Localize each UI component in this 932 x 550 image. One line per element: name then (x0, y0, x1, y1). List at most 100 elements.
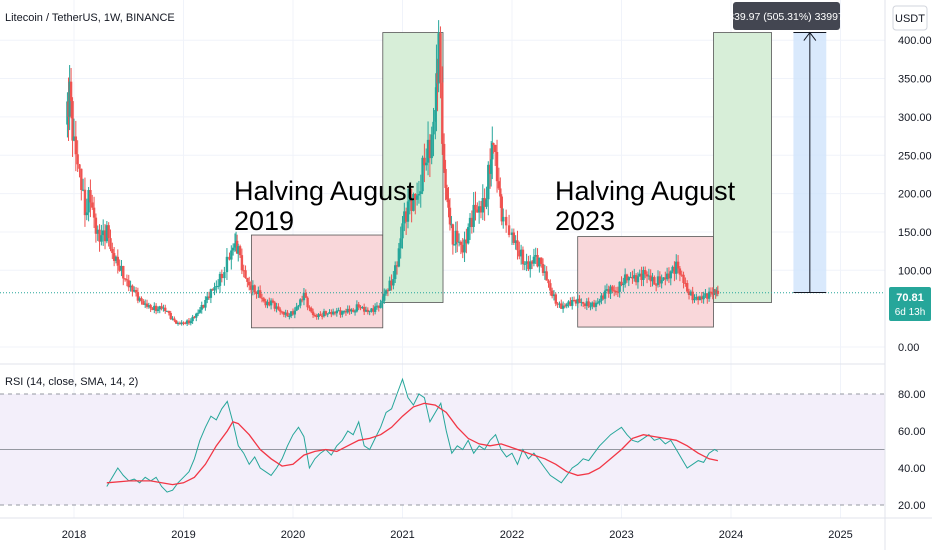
rsi-axis[interactable]: 80.00 60.00 40.00 20.00 (898, 389, 926, 512)
time-tick-label: 2018 (62, 529, 86, 541)
candle-body (337, 310, 340, 312)
candle-body (611, 286, 614, 291)
candle-body (609, 286, 612, 294)
time-axis[interactable]: 2018 2019 2020 2021 2022 2023 2024 2025 (62, 529, 853, 541)
currency-button[interactable] (892, 5, 928, 31)
candle-body (435, 73, 438, 111)
candle-body (631, 277, 634, 279)
candle-body (707, 291, 711, 299)
candle-body (686, 283, 689, 292)
candle-body (591, 302, 594, 307)
candle-body (220, 273, 224, 279)
candle-body (451, 224, 455, 245)
rally-zone-3[interactable] (713, 32, 772, 303)
candle-body (76, 154, 79, 165)
candle-body (364, 309, 368, 312)
candle-body (572, 299, 576, 301)
annotation-2023-line2[interactable]: 2023 (555, 206, 615, 236)
drawdown-zone-2[interactable] (577, 236, 714, 328)
candle-body (698, 296, 702, 301)
candle-body (373, 306, 377, 312)
candle-body (592, 302, 596, 307)
symbol-title[interactable]: Litecoin / TetherUS, 1W, BINANCE (5, 12, 175, 24)
rally-zone-1[interactable] (382, 32, 444, 303)
candle-body (175, 320, 178, 324)
candle-body (140, 298, 143, 302)
rsi-legend[interactable]: RSI (14, close, SMA, 14, 2) (5, 376, 138, 388)
candle-body (534, 255, 537, 257)
candle-body (408, 199, 411, 202)
time-tick-label: 2021 (390, 529, 414, 541)
candle-body (189, 321, 192, 324)
candle-body (297, 305, 300, 307)
time-tick-label: 2020 (281, 529, 305, 541)
candle-body (230, 250, 233, 260)
candle-body (538, 257, 541, 267)
rsi-tick-label: 20.00 (898, 500, 926, 512)
candle-body (196, 312, 200, 314)
candle-body (616, 291, 620, 293)
candle-body (477, 206, 481, 213)
candle-body (461, 244, 464, 253)
candle-body (457, 241, 461, 243)
candle-body (554, 294, 557, 304)
candle-body (463, 239, 466, 253)
candle-body (442, 143, 446, 169)
candle-body (669, 271, 672, 279)
candle-body (103, 230, 107, 242)
candle-body (202, 305, 205, 308)
candle-body (507, 225, 511, 235)
candle-body (693, 298, 696, 301)
candle-body (598, 300, 601, 303)
annotation-2019-line1[interactable]: Halving August (234, 176, 415, 206)
candle-body (185, 320, 189, 324)
candle-body (633, 275, 636, 279)
candle-body (625, 274, 629, 281)
candle-body (502, 216, 505, 222)
candle-body (687, 291, 691, 295)
candle-body (225, 256, 229, 273)
candle-body (198, 309, 202, 313)
candle-body (618, 281, 621, 292)
candle-body (656, 276, 660, 285)
candle-body (627, 277, 630, 281)
price-axis[interactable]: 400.00 350.00 300.00 250.00 200.00 150.00 100.… (898, 35, 932, 354)
candle-body (123, 278, 127, 280)
drawdown-zone-0[interactable] (250, 234, 384, 329)
candle-body (399, 238, 402, 249)
candle-body (275, 306, 278, 309)
candle-body (268, 301, 271, 306)
candle-body (78, 164, 81, 169)
candle-body (518, 250, 521, 257)
candle-body (375, 305, 379, 307)
candle-body (223, 272, 226, 279)
candle-body (206, 296, 209, 301)
annotation-2023-line1[interactable]: Halving August (555, 176, 736, 206)
candle-body (164, 307, 167, 312)
price-tick-label: 0.00 (898, 342, 919, 354)
candle-body (645, 274, 649, 277)
annotation-2019-line2[interactable]: 2019 (234, 206, 294, 236)
measure-tool[interactable] (793, 31, 827, 294)
candle-body (644, 270, 647, 275)
candle-body (468, 217, 472, 228)
price-tag (889, 287, 931, 321)
candle-body (594, 303, 598, 307)
candle-body (178, 322, 182, 325)
candle-body (321, 315, 324, 317)
candle-body (510, 232, 514, 235)
price-tag-value: 70.81 (896, 292, 924, 304)
candle-body (654, 284, 658, 286)
candle-body (74, 136, 78, 155)
candle-body (581, 302, 585, 304)
candle-body (324, 311, 328, 315)
candle-body (218, 273, 222, 286)
candle-body (154, 305, 158, 311)
candle-body (352, 309, 355, 312)
candle-body (487, 164, 490, 200)
candle-body (87, 190, 90, 213)
candle-body (445, 187, 449, 200)
candle-body (98, 229, 101, 242)
candle-body (587, 301, 590, 307)
